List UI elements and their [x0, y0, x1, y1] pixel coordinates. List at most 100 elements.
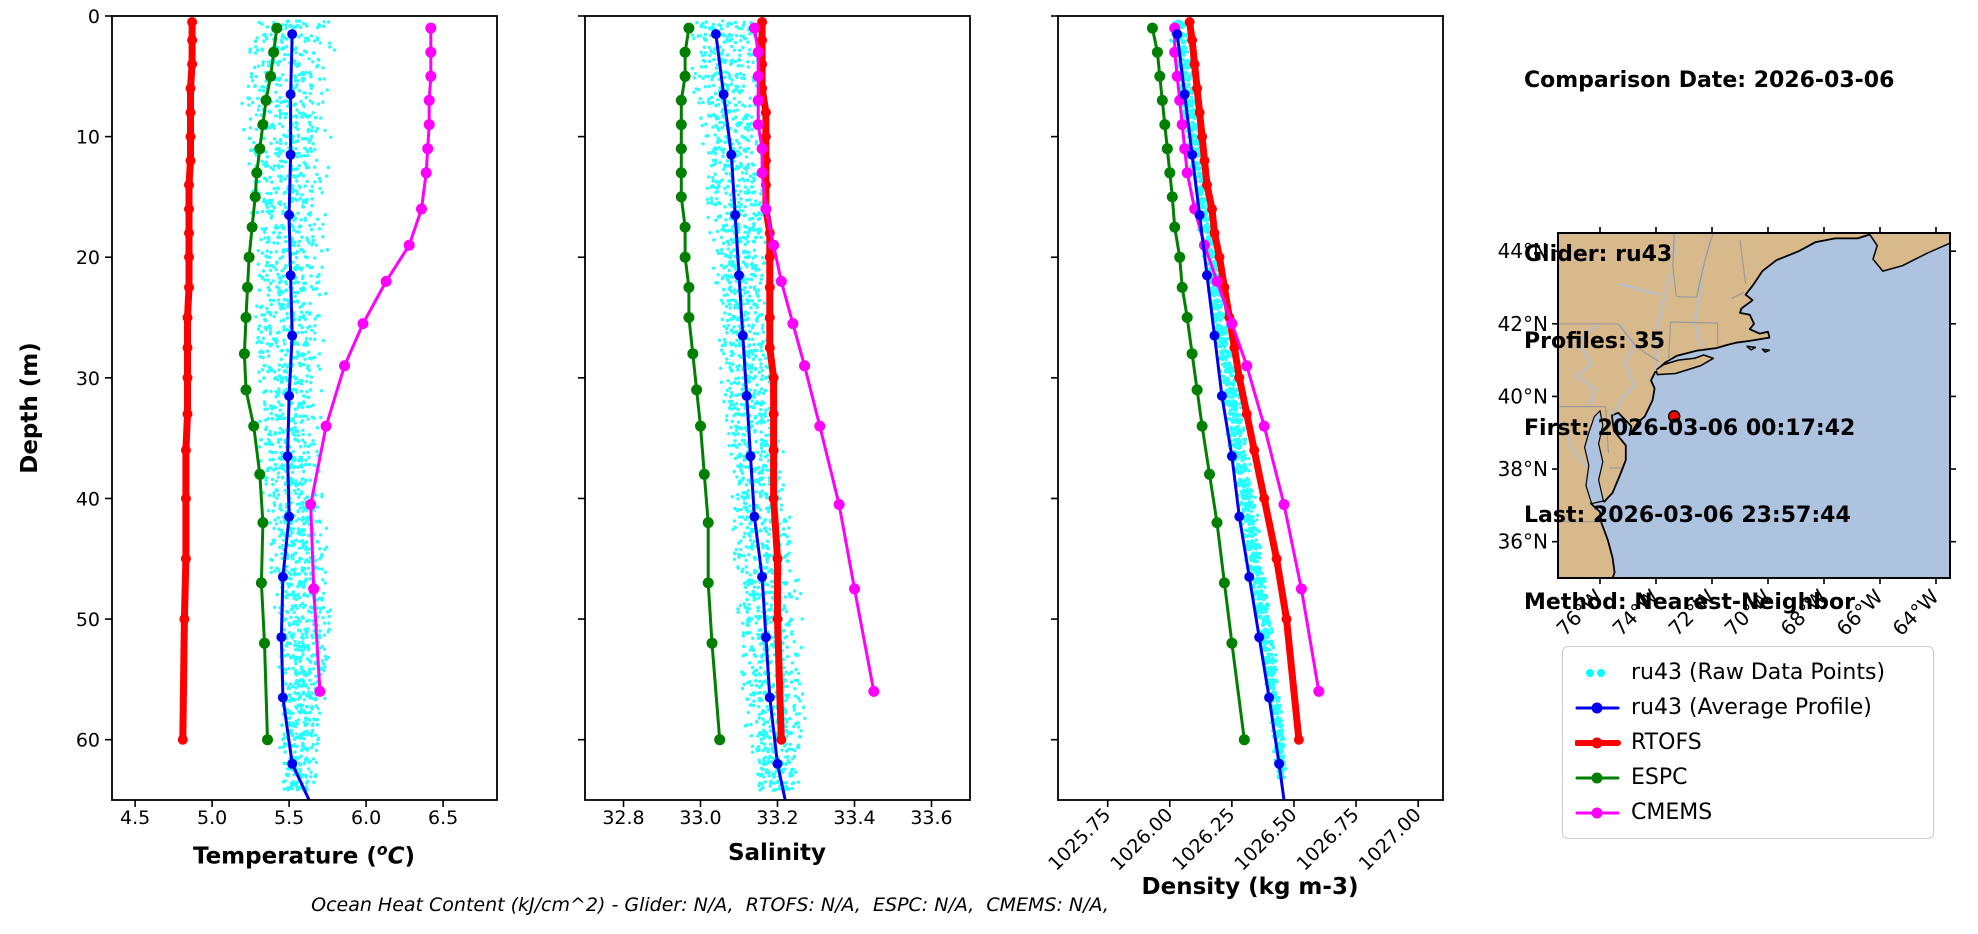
method-text: Method: Nearest-Neighbor	[1524, 590, 1855, 615]
plot-frame	[111, 15, 498, 801]
map-lat-label: 38°N	[1498, 457, 1548, 481]
map-state-border	[1668, 321, 1672, 361]
map-island	[1868, 233, 1950, 272]
x-tick-label: 6.0	[351, 807, 381, 829]
average-profile-marker-icon	[1575, 702, 1620, 713]
map-state-border	[1605, 406, 1609, 453]
rtofs-marker-icon	[1575, 737, 1621, 748]
temperature-label-suffix: )	[404, 843, 416, 870]
x-tick-label: 33.0	[679, 807, 721, 829]
first-profile-time-text: First: 2026-03-06 00:17:42	[1524, 416, 1856, 441]
map-river	[1619, 282, 1661, 296]
last-profile-time-text: Last: 2026-03-06 23:57:44	[1524, 503, 1851, 528]
temperature-label-prefix: Temperature (	[192, 843, 377, 870]
legend-label: ESPC	[1631, 765, 1688, 790]
x-tick-label: 1026.50	[1230, 804, 1301, 875]
x-tick-label: 1026.00	[1106, 804, 1177, 875]
map-lat-label: 44°N	[1498, 239, 1548, 263]
density-panel: 1025.751026.001026.251026.501026.751027.…	[1044, 15, 1444, 875]
plot-frame	[1057, 15, 1444, 801]
map-lon-label: 64°W	[1888, 584, 1944, 640]
cmems-line	[752, 26, 876, 693]
legend-item-espc: ESPC	[1575, 760, 1921, 795]
map-state-border	[1670, 321, 1718, 324]
x-tick-label: 1027.00	[1355, 804, 1426, 875]
y-tick-label: 20	[76, 247, 100, 269]
map-river	[1574, 323, 1598, 407]
legend-label: ru43 (Average Profile)	[1631, 695, 1872, 720]
map-river	[1558, 419, 1589, 468]
ru43-avg-markers	[1172, 29, 1285, 769]
cmems-markers	[1169, 22, 1325, 697]
map-lat-label: 42°N	[1498, 312, 1548, 336]
x-tick-label: 5.0	[197, 807, 227, 829]
map-frame	[1557, 232, 1951, 579]
info-gap	[1524, 153, 1894, 182]
location-map: 76°W 74°W 72°W 70°W 68°W 66°W 64°W36°N38°N40°N…	[1498, 227, 1956, 641]
plot-background	[1058, 16, 1443, 800]
legend-box: ru43 (Raw Data Points) ru43 (Average Pro…	[1562, 646, 1934, 839]
legend-item-rtofs: RTOFS	[1575, 725, 1921, 760]
x-tick-label: 5.5	[274, 807, 304, 829]
cmems-markers	[748, 22, 880, 697]
comparison-date-text: Comparison Date: 2026-03-06	[1524, 68, 1895, 93]
legend-label: RTOFS	[1631, 730, 1702, 755]
legend-item-cmems: CMEMS	[1575, 795, 1921, 830]
x-tick-label: 33.6	[910, 807, 952, 829]
salinity-panel: 32.8 33.0 33.2 33.4 33.6	[578, 15, 971, 829]
temperature-label-unit: C	[387, 843, 405, 870]
espc-markers	[238, 22, 283, 746]
x-tick-label: 32.8	[602, 807, 644, 829]
legend-label: ru43 (Raw Data Points)	[1631, 660, 1886, 685]
glider-location-marker	[1667, 410, 1681, 423]
x-tick-label: 1026.25	[1168, 804, 1239, 875]
ru43-avg-line	[714, 32, 787, 800]
ru43-avg-line	[1175, 32, 1286, 800]
x-tick-label: 6.5	[428, 807, 458, 829]
x-tick-label: 33.4	[833, 807, 875, 829]
ru43-avg-markers	[710, 29, 783, 769]
x-tick-label: 4.5	[120, 807, 150, 829]
x-axis-label-salinity: Salinity	[727, 840, 827, 866]
raw-data-points-marker-icon	[1586, 668, 1605, 677]
map-lat-label: 36°N	[1498, 530, 1548, 554]
espc-markers	[675, 22, 726, 746]
plot-frame	[584, 15, 971, 801]
map-river	[1654, 272, 1673, 372]
map-island	[1761, 348, 1771, 353]
x-axis-label-temperature: Temperature (oC)	[134, 840, 474, 870]
cmems-line	[309, 26, 433, 693]
map-state-border	[1739, 240, 1747, 284]
map-state-border	[1731, 291, 1745, 299]
y-tick-label: 60	[76, 730, 100, 752]
x-tick-label: 1025.75	[1044, 804, 1115, 875]
cmems-markers	[305, 22, 437, 697]
legend-item-ru43-raw: ru43 (Raw Data Points)	[1575, 655, 1921, 690]
map-bay	[1583, 409, 1605, 505]
temperature-label-sup: o	[376, 840, 388, 859]
map-island	[1655, 354, 1715, 376]
ru43-avg-line	[279, 32, 311, 800]
y-tick-label: 30	[76, 368, 100, 390]
profiles-count-text: Profiles: 35	[1524, 329, 1666, 354]
rtofs-markers	[1184, 17, 1304, 745]
map-state-border	[1696, 233, 1714, 298]
espc-marker-icon	[1575, 772, 1620, 783]
info-panel: Comparison Date: 2026-03-06 Glider: ru43…	[1524, 8, 1894, 675]
legend-label: CMEMS	[1631, 800, 1713, 825]
map-island	[1746, 345, 1757, 351]
map-lat-label: 40°N	[1498, 384, 1548, 408]
x-axis-label-density: Density (kg m-3)	[1141, 874, 1359, 900]
temperature-panel: 4.5 5.0 5.5 6.0 6.5 0 10 20 30 40 50 60	[76, 6, 498, 829]
y-tick-label: 40	[76, 488, 100, 510]
y-tick-label: 10	[76, 127, 100, 149]
espc-markers	[1146, 22, 1250, 746]
ru43-avg-markers	[276, 29, 298, 769]
x-tick-label: 1026.75	[1292, 804, 1363, 875]
legend-item-ru43-average: ru43 (Average Profile)	[1575, 690, 1921, 725]
map-state-border	[1676, 296, 1697, 298]
glider-name-text: Glider: ru43	[1524, 242, 1673, 267]
map-state-border	[1617, 323, 1660, 363]
